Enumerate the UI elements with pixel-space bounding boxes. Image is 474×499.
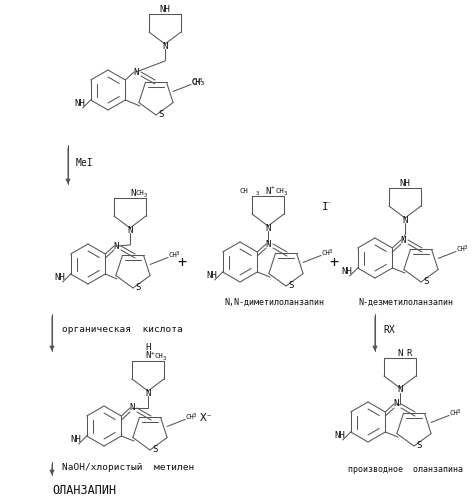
Text: NH: NH bbox=[207, 270, 218, 279]
Text: N: N bbox=[397, 348, 402, 357]
Text: 3: 3 bbox=[329, 249, 332, 254]
Text: MeI: MeI bbox=[76, 158, 94, 168]
Text: CH: CH bbox=[168, 252, 177, 258]
Text: NaOH/хлористый  метилен: NaOH/хлористый метилен bbox=[62, 464, 194, 473]
Text: N: N bbox=[133, 67, 138, 76]
Text: N-дезметилоланзапин: N-дезметилоланзапин bbox=[358, 297, 453, 306]
Text: N: N bbox=[265, 240, 270, 249]
Text: S: S bbox=[158, 109, 164, 118]
Text: N: N bbox=[393, 400, 398, 409]
Text: S: S bbox=[152, 445, 157, 454]
Text: CH: CH bbox=[276, 188, 285, 194]
Text: N: N bbox=[265, 224, 270, 233]
Text: I: I bbox=[322, 202, 329, 212]
Text: N: N bbox=[130, 189, 136, 198]
Text: N: N bbox=[265, 187, 270, 196]
Text: S: S bbox=[288, 280, 293, 289]
Text: CH: CH bbox=[456, 247, 465, 252]
Text: CH: CH bbox=[239, 188, 248, 194]
Text: 3: 3 bbox=[144, 193, 147, 198]
Text: N: N bbox=[113, 242, 118, 250]
Text: S: S bbox=[423, 276, 428, 285]
Text: N,N-диметилоланзапин: N,N-диметилоланзапин bbox=[224, 297, 324, 306]
Text: X⁻: X⁻ bbox=[200, 413, 213, 423]
Text: CH: CH bbox=[321, 250, 330, 256]
Text: CH: CH bbox=[155, 353, 164, 359]
Text: CH: CH bbox=[136, 190, 145, 196]
Text: CH: CH bbox=[191, 79, 200, 85]
Text: +: + bbox=[177, 254, 187, 269]
Text: H: H bbox=[145, 342, 150, 351]
Text: NH: NH bbox=[335, 431, 346, 440]
Text: ⁻: ⁻ bbox=[327, 200, 332, 209]
Text: 3: 3 bbox=[193, 413, 196, 418]
Text: производное  оланзапина: производное оланзапина bbox=[348, 466, 463, 475]
Text: R: R bbox=[406, 348, 411, 357]
Text: +: + bbox=[151, 350, 155, 355]
Text: N: N bbox=[145, 351, 150, 360]
Text: 3: 3 bbox=[176, 251, 179, 256]
Text: N: N bbox=[402, 216, 407, 225]
Text: NH: NH bbox=[342, 266, 353, 275]
Text: N: N bbox=[397, 386, 402, 395]
Text: N: N bbox=[129, 404, 134, 413]
Text: S: S bbox=[416, 441, 421, 450]
Text: органическая  кислота: органическая кислота bbox=[62, 325, 183, 334]
Text: ОЛАНЗАПИН: ОЛАНЗАПИН bbox=[52, 484, 116, 497]
Text: CH: CH bbox=[185, 415, 194, 421]
Text: 3: 3 bbox=[199, 78, 202, 83]
Text: CH₃: CH₃ bbox=[191, 78, 205, 87]
Text: N: N bbox=[127, 226, 132, 235]
Text: N: N bbox=[145, 389, 150, 398]
Text: S: S bbox=[135, 282, 140, 291]
Text: NH: NH bbox=[400, 179, 410, 188]
Text: 3: 3 bbox=[163, 355, 166, 360]
Text: 3: 3 bbox=[284, 191, 287, 196]
Text: CH: CH bbox=[449, 411, 458, 417]
Text: 3: 3 bbox=[464, 245, 467, 250]
Text: N: N bbox=[162, 41, 167, 50]
Text: N: N bbox=[400, 236, 405, 245]
Text: NH: NH bbox=[160, 4, 170, 13]
Text: NH: NH bbox=[71, 435, 82, 444]
Text: 3: 3 bbox=[256, 191, 259, 196]
Text: +: + bbox=[329, 254, 338, 269]
Text: +: + bbox=[271, 185, 275, 190]
Text: NH: NH bbox=[55, 272, 65, 281]
Text: 3: 3 bbox=[457, 409, 460, 414]
Text: NH: NH bbox=[75, 98, 85, 107]
Text: RX: RX bbox=[383, 325, 395, 335]
